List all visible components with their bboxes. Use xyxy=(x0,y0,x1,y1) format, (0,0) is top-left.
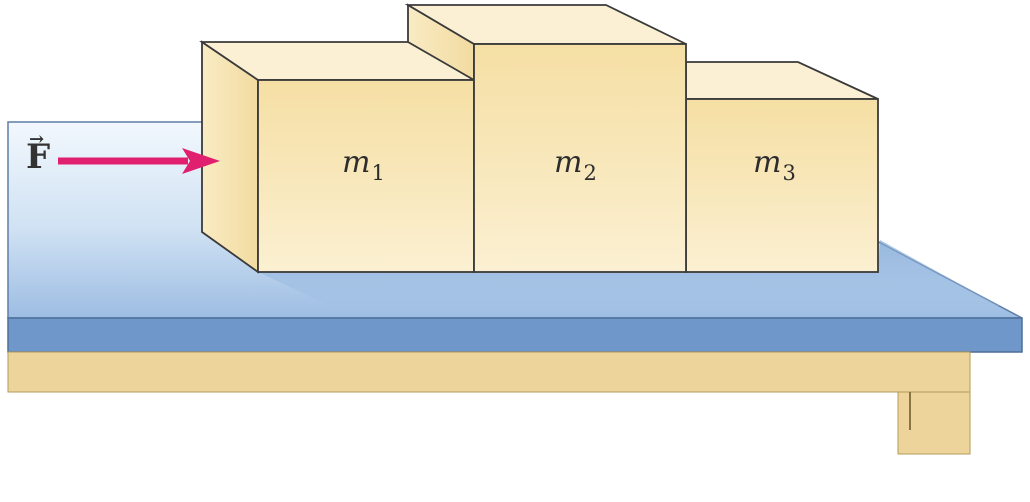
block-shadow xyxy=(258,240,1000,306)
block-m3-top-face xyxy=(685,61,879,100)
block-m2 xyxy=(404,3,687,273)
mass-subscript: 1 xyxy=(371,161,385,185)
table-front-edge xyxy=(7,317,1023,353)
mass-subscript: 3 xyxy=(782,161,796,185)
block-m2-front-face xyxy=(473,43,687,273)
mass-symbol: m xyxy=(554,145,583,180)
mass-symbol: m xyxy=(342,145,371,180)
mass-symbol: m xyxy=(753,145,782,180)
mass-label-m2: m2 xyxy=(554,145,597,184)
force-arrow-head xyxy=(182,148,220,174)
vector-arrow-mark: → xyxy=(29,129,45,150)
block-m1 xyxy=(199,40,478,274)
mass-label-m3: m3 xyxy=(753,145,796,184)
mass-label-m1: m1 xyxy=(342,145,385,184)
right-arrow-icon xyxy=(58,148,220,174)
force-label: → F xyxy=(26,131,51,177)
table-apron xyxy=(7,351,971,393)
force-symbol: F xyxy=(26,137,51,177)
table-leg xyxy=(897,391,971,455)
block-m3-front-face xyxy=(685,98,879,273)
block-m3 xyxy=(685,61,879,273)
mass-subscript: 2 xyxy=(583,161,597,185)
block-m1-left-face xyxy=(201,40,259,274)
